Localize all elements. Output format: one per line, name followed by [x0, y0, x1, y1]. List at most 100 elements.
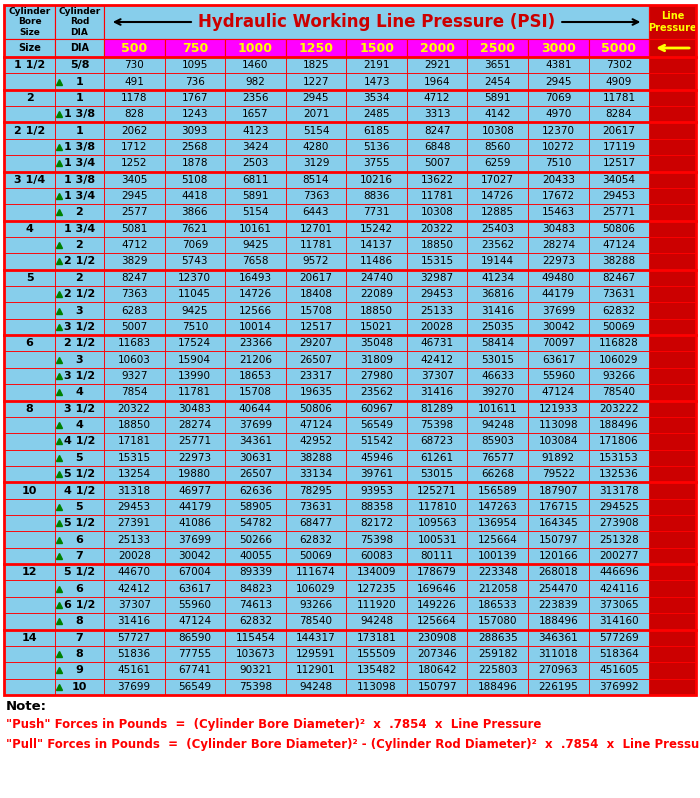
Bar [55, 662, 104, 678]
Bar [468, 318, 528, 335]
Bar [468, 368, 528, 384]
Text: 30042: 30042 [178, 551, 211, 561]
Bar [589, 466, 649, 482]
Bar [225, 89, 286, 106]
Bar [407, 597, 468, 613]
Bar [286, 531, 346, 547]
Bar [225, 286, 286, 302]
Bar [589, 531, 649, 547]
Text: 2503: 2503 [242, 158, 269, 168]
Bar [528, 188, 589, 204]
Bar [407, 286, 468, 302]
Bar [649, 286, 696, 302]
Text: 4712: 4712 [424, 93, 450, 103]
Text: 17027: 17027 [482, 175, 514, 184]
Bar [589, 286, 649, 302]
Bar [649, 139, 696, 155]
Bar [649, 73, 696, 89]
Bar [528, 384, 589, 401]
Text: 77755: 77755 [178, 649, 211, 659]
Bar [55, 220, 104, 237]
Bar [407, 678, 468, 695]
Text: 10: 10 [72, 681, 88, 692]
Text: 10308: 10308 [482, 125, 514, 136]
Bar [649, 547, 696, 564]
Text: 18850: 18850 [118, 420, 150, 430]
Text: 33134: 33134 [300, 469, 332, 479]
Bar [589, 547, 649, 564]
Bar [468, 417, 528, 433]
Bar [407, 73, 468, 89]
Bar [649, 384, 696, 401]
Text: 2921: 2921 [424, 60, 450, 70]
Bar [589, 613, 649, 630]
Bar [104, 39, 164, 57]
Text: 2945: 2945 [121, 191, 148, 201]
Text: 7363: 7363 [121, 289, 148, 299]
Bar [468, 106, 528, 122]
Bar [55, 482, 104, 499]
Bar [104, 499, 164, 515]
Text: 27391: 27391 [118, 518, 150, 528]
Bar [468, 482, 528, 499]
Bar [346, 564, 407, 580]
Bar [4, 286, 55, 302]
Bar [225, 237, 286, 253]
Text: 2945: 2945 [545, 77, 572, 86]
Bar [286, 449, 346, 466]
Bar [164, 39, 225, 57]
Bar [225, 172, 286, 188]
Text: 11781: 11781 [603, 93, 636, 103]
Text: 144317: 144317 [296, 633, 336, 642]
Bar [649, 155, 696, 172]
Text: 75398: 75398 [360, 535, 393, 544]
Bar [346, 384, 407, 401]
Bar [55, 531, 104, 547]
Bar [528, 547, 589, 564]
Text: 47124: 47124 [542, 387, 575, 397]
Text: 1252: 1252 [121, 158, 148, 168]
Bar [649, 106, 696, 122]
Bar [346, 368, 407, 384]
Bar [225, 302, 286, 318]
Bar [649, 237, 696, 253]
Text: 9425: 9425 [242, 240, 269, 250]
Bar [104, 106, 164, 122]
Text: 3000: 3000 [541, 41, 576, 54]
Bar [4, 89, 55, 106]
Bar [346, 499, 407, 515]
Bar [528, 155, 589, 172]
Bar [104, 89, 164, 106]
Bar [4, 73, 55, 89]
Bar [4, 302, 55, 318]
Bar [4, 449, 55, 466]
Bar [528, 220, 589, 237]
Text: 84823: 84823 [239, 583, 272, 594]
Bar [4, 417, 55, 433]
Text: 61261: 61261 [421, 452, 454, 463]
Bar [4, 580, 55, 597]
Bar [528, 253, 589, 270]
Bar [225, 678, 286, 695]
Text: 93266: 93266 [300, 600, 332, 610]
Text: 41086: 41086 [178, 518, 211, 528]
Bar [55, 39, 104, 57]
Bar [164, 237, 225, 253]
Bar [164, 188, 225, 204]
Text: 46731: 46731 [421, 338, 454, 348]
Text: 451605: 451605 [599, 666, 638, 675]
Bar [468, 237, 528, 253]
Bar [164, 318, 225, 335]
Bar [164, 401, 225, 417]
Bar [346, 155, 407, 172]
Bar [55, 57, 104, 73]
Bar [225, 662, 286, 678]
Bar [164, 351, 225, 368]
Bar [649, 335, 696, 351]
Bar [286, 89, 346, 106]
Text: 1227: 1227 [302, 77, 329, 86]
Bar [104, 499, 164, 515]
Bar [55, 482, 104, 499]
Bar [407, 302, 468, 318]
Bar [649, 351, 696, 368]
